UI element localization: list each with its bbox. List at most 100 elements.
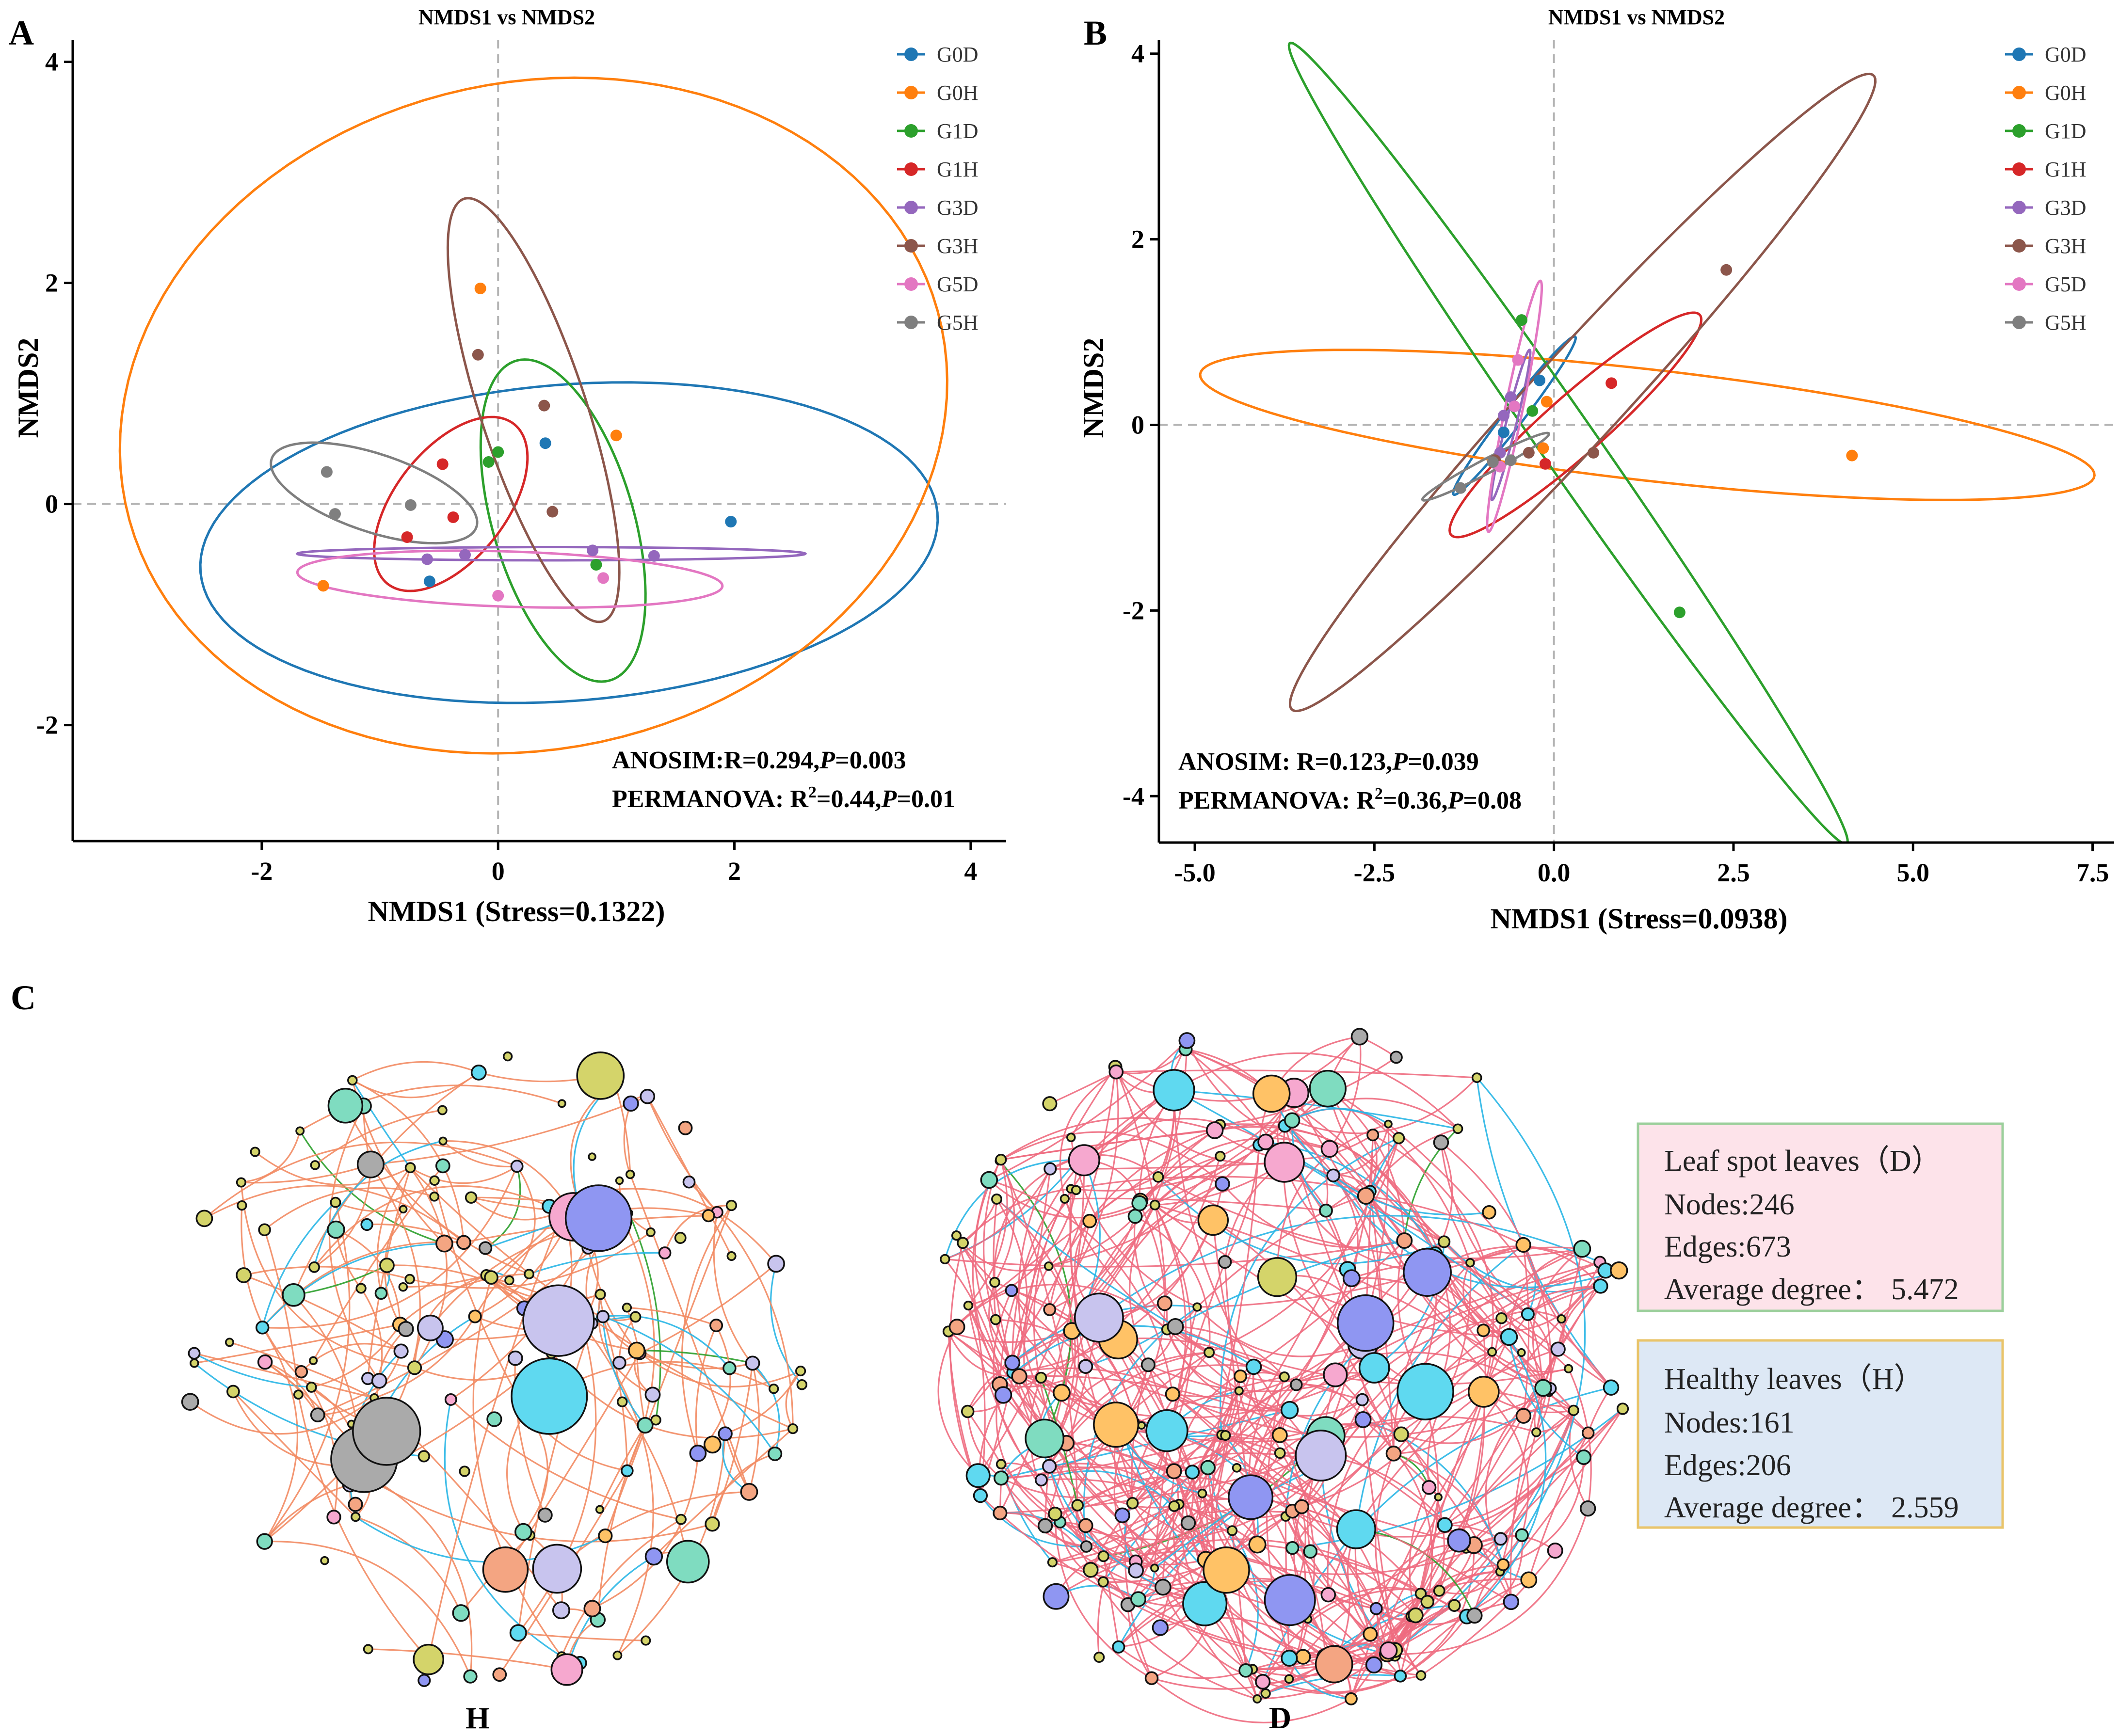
network-node	[504, 1275, 514, 1286]
positive-edge	[1000, 1470, 1175, 1498]
positive-edge	[1253, 1240, 1405, 1368]
stat-annotation: ANOSIM:R=0.294,P=0.003	[612, 747, 906, 774]
point-g1d	[1526, 405, 1539, 417]
positive-edge	[311, 1324, 401, 1388]
network-node	[308, 1261, 320, 1273]
positive-edge	[1172, 1322, 1366, 1398]
point-g1h	[401, 531, 413, 543]
network-node	[258, 1223, 271, 1237]
point-g0d	[539, 437, 551, 449]
network-node	[637, 1417, 654, 1434]
point-g3h	[472, 349, 484, 361]
network-node	[557, 1099, 566, 1108]
positive-edge	[1003, 1156, 1221, 1396]
network-node	[994, 1470, 1009, 1486]
network-node	[1389, 1051, 1403, 1064]
positive-edge	[623, 1103, 632, 1175]
point-g3d	[587, 544, 599, 557]
network-node	[195, 1210, 213, 1227]
positive-edge	[1469, 1262, 1551, 1389]
x-tick-label: 2.5	[1717, 858, 1750, 887]
positive-edge	[996, 1198, 1076, 1441]
network-node	[675, 1513, 687, 1525]
network-node	[1515, 1528, 1529, 1542]
point-g0d	[725, 516, 737, 528]
info-box-h-nodes: Nodes:161	[1664, 1406, 1795, 1439]
network-node	[1035, 1473, 1048, 1487]
network-node	[327, 1220, 345, 1239]
network-node	[478, 1241, 493, 1255]
negative-edge	[1508, 1337, 1585, 1458]
network-node	[995, 1459, 1007, 1470]
network-node	[796, 1379, 808, 1390]
network-node	[1156, 1295, 1172, 1311]
positive-edge	[602, 1316, 628, 1471]
negative-edge	[1369, 1137, 1399, 1192]
positive-edge	[1220, 1056, 1397, 1126]
network-node	[994, 1386, 1012, 1404]
legend: G0D G0H G1D G1H G3D G3H G5D G5H	[2005, 43, 2087, 334]
network-node	[1234, 1370, 1248, 1383]
network-node	[470, 1064, 487, 1081]
network-node	[718, 1426, 733, 1441]
network-node	[1228, 1474, 1274, 1520]
network-node	[326, 1510, 341, 1525]
network-node	[257, 1354, 273, 1370]
positive-edge	[190, 1397, 375, 1435]
positive-edge	[597, 1425, 646, 1620]
network-node	[644, 1386, 661, 1403]
network-node	[438, 1136, 448, 1146]
positive-edge	[1445, 1268, 1551, 1389]
network-node	[1420, 1594, 1434, 1609]
positive-edge	[293, 1264, 387, 1296]
network-node	[1218, 1255, 1232, 1269]
point-g0d	[423, 575, 435, 588]
positive-edge	[1154, 1155, 1221, 1206]
network-node	[1433, 1134, 1449, 1150]
positive-edge	[1262, 1616, 1468, 1694]
y-tick-label: -2	[1123, 596, 1144, 625]
positive-edge	[232, 1391, 356, 1518]
positive-edge	[1355, 1391, 1484, 1530]
point-g3d	[1505, 391, 1517, 403]
positive-edge	[262, 1166, 518, 1329]
positive-edge	[994, 1159, 1015, 1283]
network-d-label: D	[1269, 1701, 1291, 1735]
network-node	[1452, 1123, 1463, 1134]
positive-edge	[1122, 1515, 1264, 1683]
network-node	[1152, 1619, 1169, 1636]
network-node	[352, 1397, 421, 1466]
network-node	[1365, 1656, 1383, 1674]
network-node	[767, 1255, 785, 1273]
positive-edge	[1049, 1216, 1136, 1310]
network-node	[1127, 1209, 1143, 1224]
network-node	[404, 1162, 416, 1174]
network-node	[522, 1284, 595, 1357]
network-node	[973, 1488, 988, 1503]
positive-edge	[1327, 1088, 1528, 1315]
network-node	[1550, 1341, 1566, 1357]
positive-edge	[1049, 1071, 1119, 1310]
network-node	[1205, 1121, 1224, 1139]
panel-b-title: NMDS1 vs NMDS2	[1548, 5, 1725, 29]
positive-edge	[993, 1199, 998, 1320]
network-node	[1366, 1129, 1380, 1142]
network-node	[726, 1251, 737, 1261]
network-node	[965, 1463, 991, 1488]
positive-edge	[255, 1151, 411, 1186]
network-node	[1245, 1358, 1262, 1375]
network-node	[1004, 1354, 1021, 1371]
network-node	[255, 1321, 270, 1335]
network-node	[1369, 1602, 1383, 1615]
info-box-h-degree: Average degree： 2.559	[1664, 1491, 1959, 1524]
network-node	[1043, 1583, 1070, 1610]
network-node	[355, 1283, 367, 1294]
ellipse-g5d	[296, 549, 724, 609]
network-node	[1421, 1480, 1437, 1495]
point-g3h	[1588, 446, 1600, 459]
network-node	[1350, 1028, 1369, 1046]
positive-edge	[621, 1401, 689, 1562]
stat-text-part: =0.01	[897, 785, 955, 813]
network-node	[1140, 1357, 1156, 1372]
